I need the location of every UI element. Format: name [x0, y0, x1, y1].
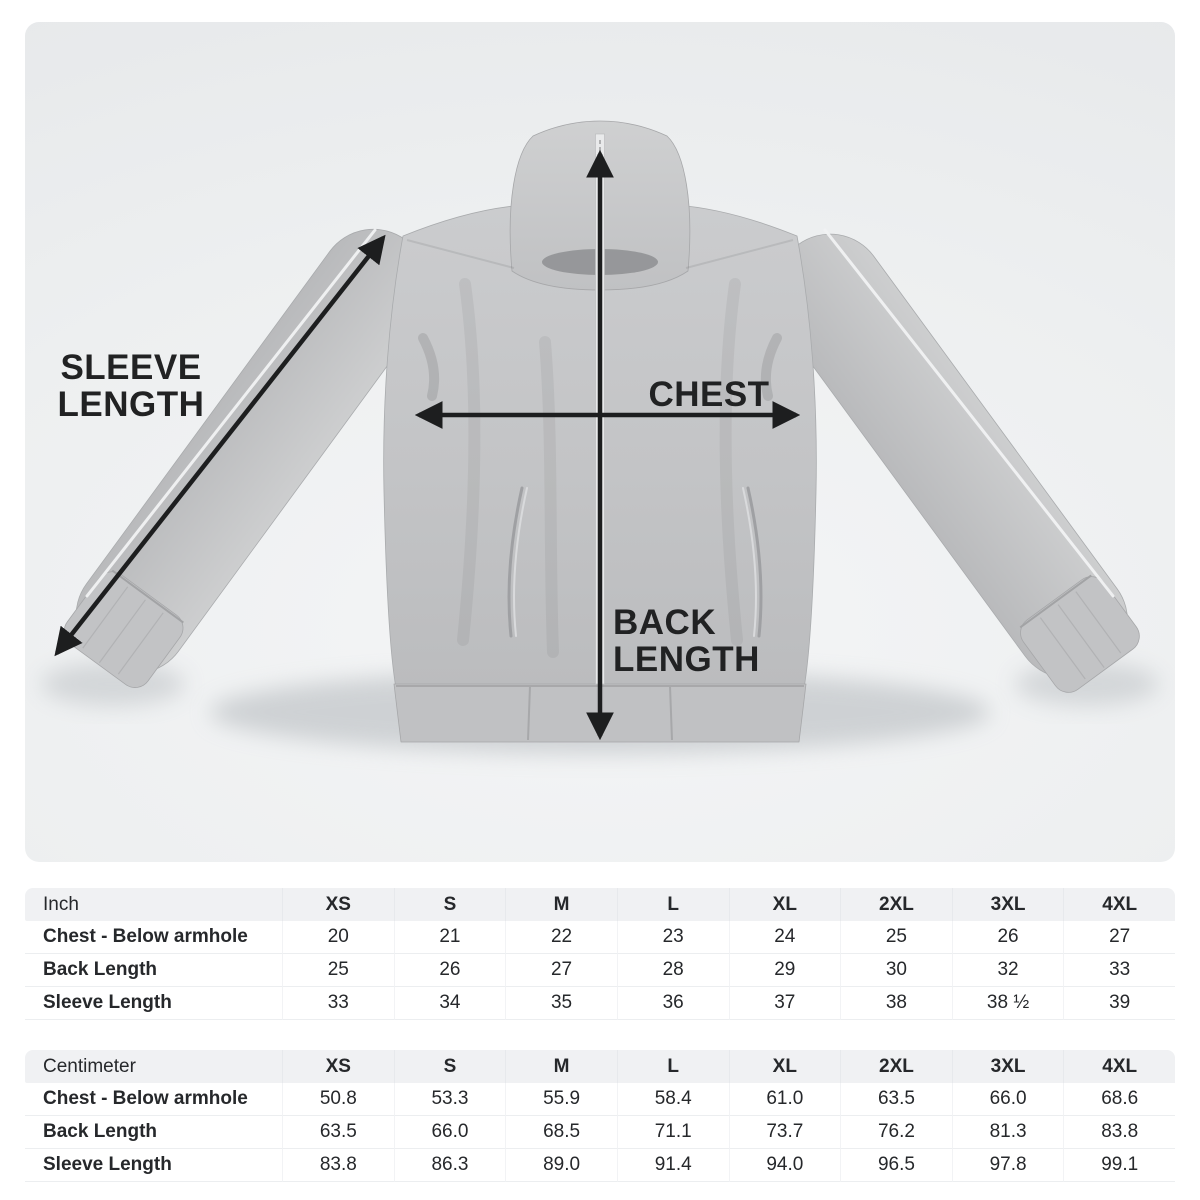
value-cell: 58.4 [616, 1083, 729, 1116]
value-cell: 86.3 [393, 1149, 506, 1182]
value-cell: 73.7 [728, 1116, 841, 1149]
size-header-cell: 4XL [1063, 888, 1175, 921]
sleeve-length-label-line2: LENGTH [58, 385, 205, 424]
value-cell: 94.0 [728, 1149, 841, 1182]
size-tables-section: Inch XS S M L XL 2XL 3XL 4XL Chest - Below armhol… [25, 888, 1175, 1182]
value-cell: 89.0 [505, 1149, 617, 1182]
size-header-cell: 2XL [840, 888, 952, 921]
value-cell: 83.8 [1063, 1116, 1175, 1149]
size-header-cell: XS [282, 888, 394, 921]
value-cell: 76.2 [840, 1116, 952, 1149]
row-label-cell: Sleeve Length [25, 987, 282, 1020]
table-row: Chest - Below armhole 50.8 53.3 55.9 58.4 61.… [25, 1083, 1175, 1116]
value-cell: 96.5 [840, 1149, 952, 1182]
value-cell: 29 [728, 954, 841, 987]
size-header-cell: 3XL [951, 1050, 1064, 1083]
size-header-cell: 3XL [951, 888, 1064, 921]
size-guide-photo-panel: SLEEVE LENGTH CHEST BACK LENGTH [25, 22, 1175, 862]
value-cell: 20 [282, 921, 394, 954]
value-cell: 71.1 [616, 1116, 729, 1149]
value-cell: 24 [728, 921, 841, 954]
value-cell: 53.3 [393, 1083, 506, 1116]
row-label-cell: Back Length [25, 1116, 282, 1149]
table-row: Chest - Below armhole 20 21 22 23 24 25 26 27 [25, 921, 1175, 954]
value-cell: 33 [1063, 954, 1175, 987]
size-header-cell: S [393, 1050, 506, 1083]
size-header-cell: XL [728, 888, 841, 921]
jacket-shoulder-seams [406, 239, 794, 269]
value-cell: 97.8 [951, 1149, 1064, 1182]
value-cell: 26 [951, 921, 1064, 954]
row-label-cell: Sleeve Length [25, 1149, 282, 1182]
unit-header-cell: Centimeter [25, 1050, 282, 1083]
table-row: Back Length 25 26 27 28 29 30 32 33 [25, 954, 1175, 987]
value-cell: 26 [393, 954, 506, 987]
value-cell: 55.9 [505, 1083, 617, 1116]
value-cell: 83.8 [282, 1149, 394, 1182]
value-cell: 61.0 [728, 1083, 841, 1116]
value-cell: 63.5 [840, 1083, 952, 1116]
back-length-label-line2: LENGTH [613, 640, 760, 679]
size-header-cell: M [505, 888, 617, 921]
table-row: Sleeve Length 83.8 86.3 89.0 91.4 94.0 96.5 97.… [25, 1149, 1175, 1182]
value-cell: 37 [728, 987, 841, 1020]
table-row: Sleeve Length 33 34 35 36 37 38 38 ½ 39 [25, 987, 1175, 1020]
value-cell: 30 [840, 954, 952, 987]
table-header-row: Inch XS S M L XL 2XL 3XL 4XL [25, 888, 1175, 921]
jacket-pockets [507, 486, 763, 638]
row-label-cell: Chest - Below armhole [25, 1083, 282, 1116]
value-cell: 50.8 [282, 1083, 394, 1116]
size-table-inch: Inch XS S M L XL 2XL 3XL 4XL Chest - Below armhol… [25, 888, 1175, 1020]
value-cell: 68.6 [1063, 1083, 1175, 1116]
chest-label: CHEST [648, 375, 769, 414]
jacket-measurement-diagram: SLEEVE LENGTH CHEST BACK LENGTH [41, 120, 1159, 754]
sleeve-length-arrow [54, 234, 386, 657]
table-header-row: Centimeter XS S M L XL 2XL 3XL 4XL [25, 1050, 1175, 1083]
value-cell: 35 [505, 987, 617, 1020]
row-label-cell: Chest - Below armhole [25, 921, 282, 954]
value-cell: 25 [282, 954, 394, 987]
value-cell: 22 [505, 921, 617, 954]
value-cell: 36 [616, 987, 729, 1020]
size-header-cell: S [393, 888, 506, 921]
value-cell: 38 [840, 987, 952, 1020]
size-header-cell: 2XL [840, 1050, 952, 1083]
value-cell: 34 [393, 987, 506, 1020]
value-cell: 28 [616, 954, 729, 987]
value-cell: 33 [282, 987, 394, 1020]
value-cell: 39 [1063, 987, 1175, 1020]
value-cell: 27 [505, 954, 617, 987]
size-header-cell: XL [728, 1050, 841, 1083]
jacket-fold-shading [457, 278, 743, 658]
size-header-cell: M [505, 1050, 617, 1083]
value-cell: 68.5 [505, 1116, 617, 1149]
measurement-arrows [54, 149, 801, 741]
value-cell: 27 [1063, 921, 1175, 954]
size-header-cell: L [616, 1050, 729, 1083]
value-cell: 32 [951, 954, 1064, 987]
size-header-cell: L [616, 888, 729, 921]
row-label-cell: Back Length [25, 954, 282, 987]
value-cell: 99.1 [1063, 1149, 1175, 1182]
value-cell: 23 [616, 921, 729, 954]
value-cell: 91.4 [616, 1149, 729, 1182]
value-cell: 25 [840, 921, 952, 954]
size-header-cell: 4XL [1063, 1050, 1175, 1083]
size-header-cell: XS [282, 1050, 394, 1083]
table-row: Back Length 63.5 66.0 68.5 71.1 73.7 76.2 81.3 8… [25, 1116, 1175, 1149]
jacket-underarm-shadow [418, 333, 782, 401]
back-length-label-line1: BACK [613, 603, 716, 642]
value-cell: 38 ½ [951, 987, 1064, 1020]
sleeve-length-label-line1: SLEEVE [60, 348, 201, 387]
value-cell: 63.5 [282, 1116, 394, 1149]
value-cell: 66.0 [951, 1083, 1064, 1116]
value-cell: 81.3 [951, 1116, 1064, 1149]
jacket-right-sleeve [770, 233, 1140, 693]
unit-header-cell: Inch [25, 888, 282, 921]
value-cell: 21 [393, 921, 506, 954]
size-table-centimeter: Centimeter XS S M L XL 2XL 3XL 4XL Chest - Below … [25, 1050, 1175, 1182]
value-cell: 66.0 [393, 1116, 506, 1149]
